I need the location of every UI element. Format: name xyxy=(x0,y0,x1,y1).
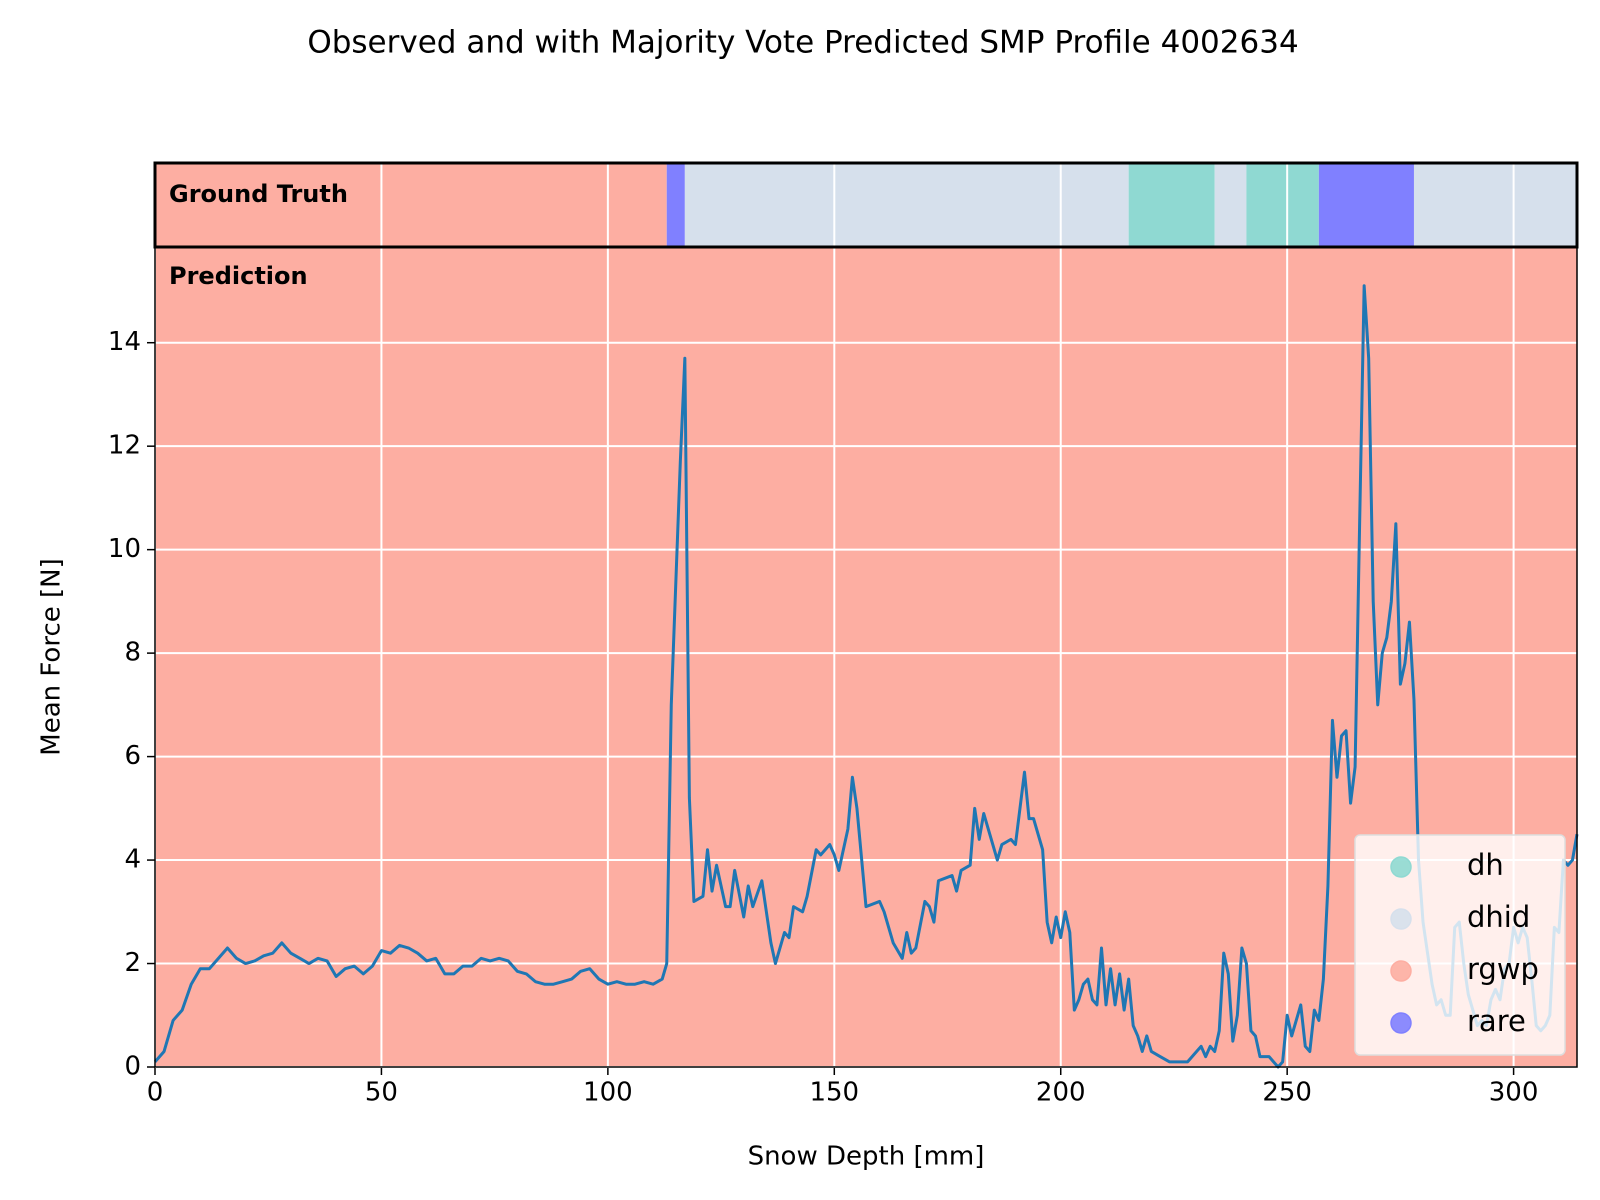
y-tick-label: 2 xyxy=(124,948,141,978)
x-tick-label: 200 xyxy=(1036,1078,1086,1108)
class-segment xyxy=(1318,163,1414,247)
x-tick-label: 100 xyxy=(583,1078,633,1108)
y-tick-label: 4 xyxy=(124,845,141,875)
y-tick-label: 6 xyxy=(124,741,141,771)
x-tick-label: 250 xyxy=(1262,1078,1312,1108)
y-tick-label: 8 xyxy=(124,638,141,668)
x-tick-label: 0 xyxy=(147,1078,164,1108)
legend-marker xyxy=(1390,1012,1412,1034)
legend-label: dh xyxy=(1467,848,1504,882)
legend-marker xyxy=(1390,856,1412,878)
class-segment xyxy=(155,163,667,247)
x-axis-label: Snow Depth [mm] xyxy=(748,1142,985,1172)
class-segment xyxy=(684,163,1129,247)
class-segment xyxy=(1214,163,1247,247)
band-label: Ground Truth xyxy=(169,180,348,208)
x-tick-label: 150 xyxy=(809,1078,859,1108)
ground-truth-frame xyxy=(153,161,1579,249)
y-axis-label: Mean Force [N] xyxy=(37,558,67,755)
legend-label: rare xyxy=(1467,1004,1526,1038)
legend-marker xyxy=(1390,960,1412,982)
data-line xyxy=(153,284,1579,1069)
class-segment xyxy=(155,247,1577,1067)
legend-label: dhid xyxy=(1467,900,1530,934)
legend-label: rgwp xyxy=(1467,952,1539,986)
class-segment xyxy=(1246,163,1319,247)
class-segment xyxy=(1128,163,1215,247)
y-tick-label: 10 xyxy=(108,534,141,564)
x-tick-label: 300 xyxy=(1489,1078,1539,1108)
x-tick-label: 50 xyxy=(365,1078,398,1108)
legend-marker xyxy=(1390,908,1412,930)
legend-box xyxy=(1354,834,1566,1056)
y-tick-label: 0 xyxy=(124,1052,141,1082)
y-tick-label: 12 xyxy=(108,431,141,461)
band-label: Prediction xyxy=(169,262,308,290)
class-segment xyxy=(666,163,685,247)
class-segment xyxy=(1413,163,1577,247)
y-tick-label: 14 xyxy=(108,327,141,357)
chart-title: Observed and with Majority Vote Predicte… xyxy=(307,25,1298,61)
